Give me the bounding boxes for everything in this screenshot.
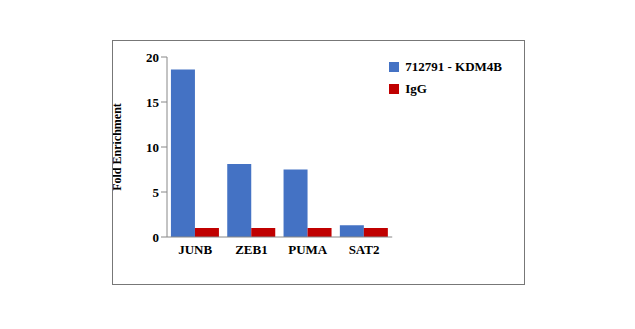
svg-text:20: 20 — [146, 50, 159, 65]
svg-text:5: 5 — [153, 185, 160, 200]
svg-text:PUMA: PUMA — [288, 242, 328, 257]
svg-text:JUNB: JUNB — [178, 242, 212, 257]
svg-text:10: 10 — [146, 140, 159, 155]
svg-text:0: 0 — [153, 230, 160, 245]
svg-text:Fold Enrichment: Fold Enrichment — [113, 103, 124, 191]
svg-text:ZEB1: ZEB1 — [235, 242, 268, 257]
html-text:IgG: IgG — [405, 81, 427, 96]
html-text:712791 - KDM4B: 712791 - KDM4B — [405, 59, 502, 74]
svg-text:SAT2: SAT2 — [349, 242, 380, 257]
svg-text:15: 15 — [146, 95, 160, 110]
